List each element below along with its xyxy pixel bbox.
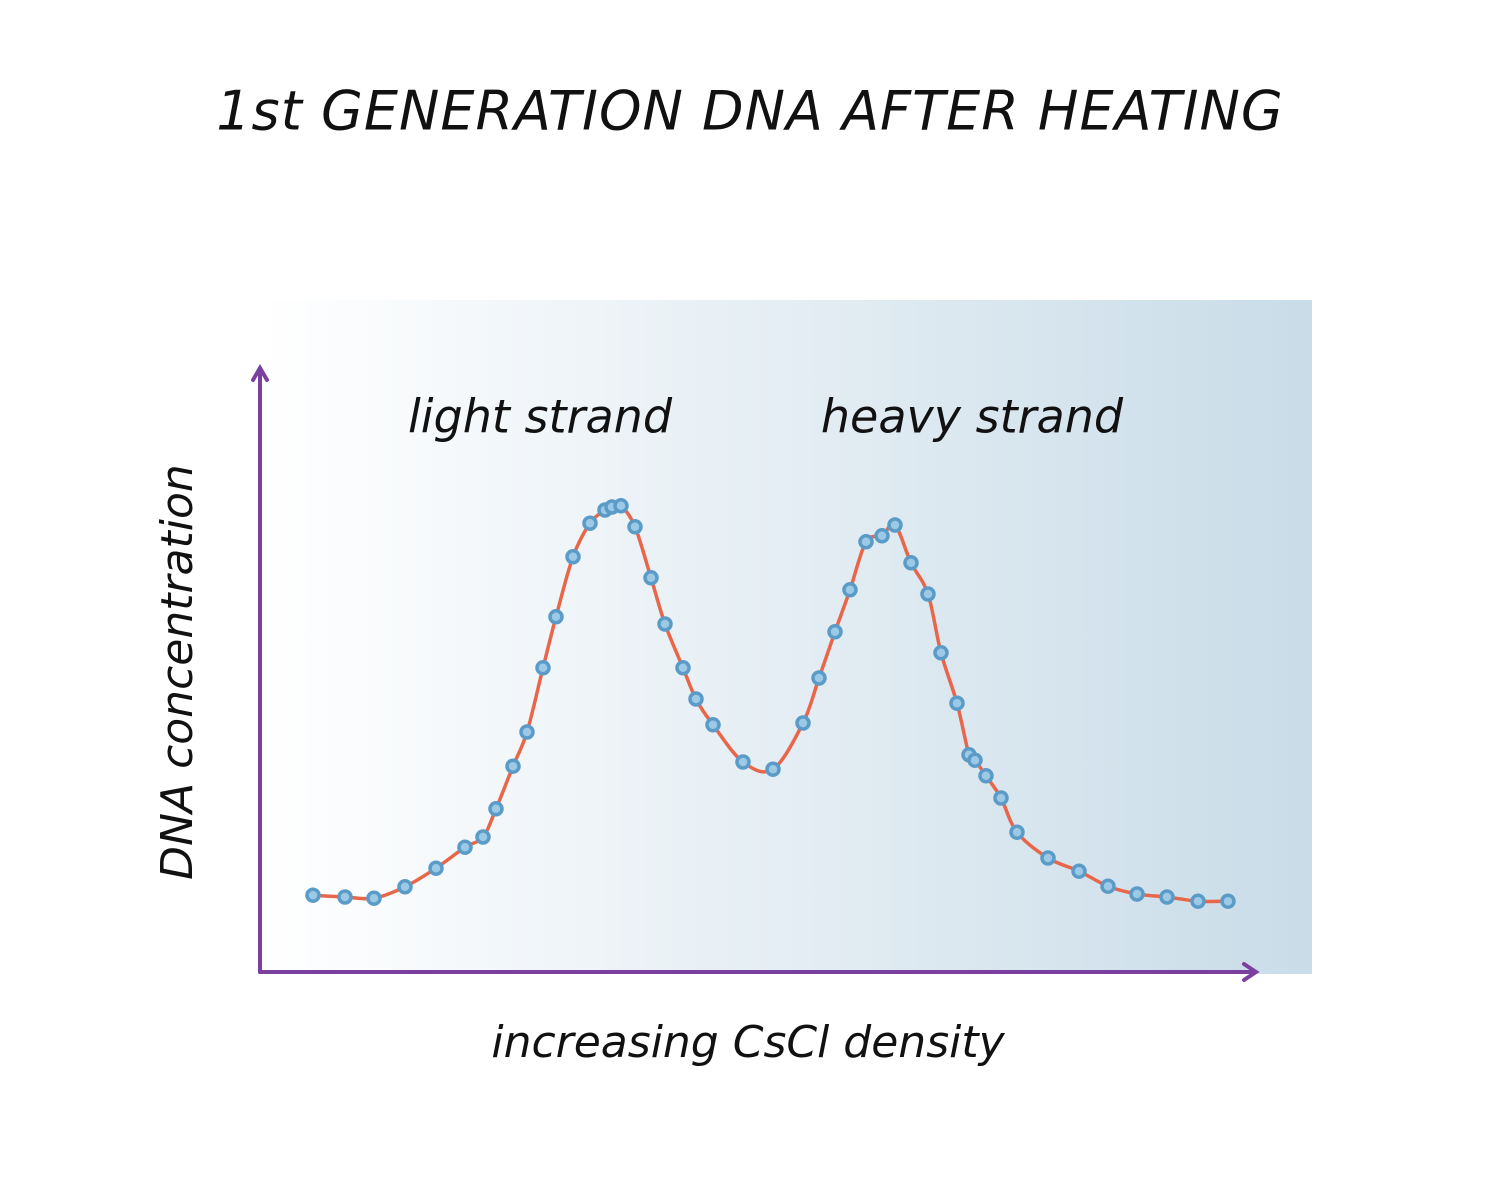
data-point	[535, 660, 551, 676]
data-point	[397, 879, 413, 895]
data-point	[903, 555, 919, 571]
data-point	[305, 887, 321, 903]
data-point	[519, 724, 535, 740]
data-point	[735, 754, 751, 770]
data-point	[475, 829, 491, 845]
data-point	[627, 519, 643, 535]
data-point	[1100, 878, 1116, 894]
data-point	[613, 498, 629, 514]
x-axis	[258, 962, 1260, 982]
data-point	[548, 609, 564, 625]
data-point	[582, 515, 598, 531]
x-axis-label: increasing CsCl density	[491, 1017, 1005, 1068]
y-axis	[251, 364, 269, 974]
data-point	[765, 761, 781, 777]
data-point	[565, 549, 581, 565]
data-point	[1071, 863, 1087, 879]
data-point	[457, 839, 473, 855]
data-point	[1040, 850, 1056, 866]
data-point	[978, 768, 994, 784]
data-point	[488, 801, 504, 817]
data-point	[858, 534, 874, 550]
data-point	[366, 890, 382, 906]
data-point	[657, 616, 673, 632]
data-point	[337, 889, 353, 905]
data-point	[675, 660, 691, 676]
data-point	[795, 715, 811, 731]
data-point	[920, 586, 936, 602]
annotation: heavy strand	[821, 390, 1124, 444]
data-point	[1159, 889, 1175, 905]
data-point	[1129, 886, 1145, 902]
data-point	[705, 717, 721, 733]
data-point	[1009, 824, 1025, 840]
data-point	[1220, 893, 1236, 909]
data-point	[874, 528, 890, 544]
data-point	[1190, 893, 1206, 909]
data-point	[643, 570, 659, 586]
data-point	[827, 624, 843, 640]
data-point	[967, 752, 983, 768]
data-point	[887, 517, 903, 533]
data-point	[811, 670, 827, 686]
data-point	[949, 695, 965, 711]
data-point	[428, 860, 444, 876]
chart-title: 1st GENERATION DNA AFTER HEATING	[216, 80, 1284, 143]
annotation: light strand	[408, 390, 673, 444]
data-point	[993, 790, 1009, 806]
data-point	[688, 691, 704, 707]
data-point	[505, 758, 521, 774]
y-axis-label: DNA concentration	[152, 464, 203, 880]
data-point	[933, 645, 949, 661]
data-point	[842, 582, 858, 598]
